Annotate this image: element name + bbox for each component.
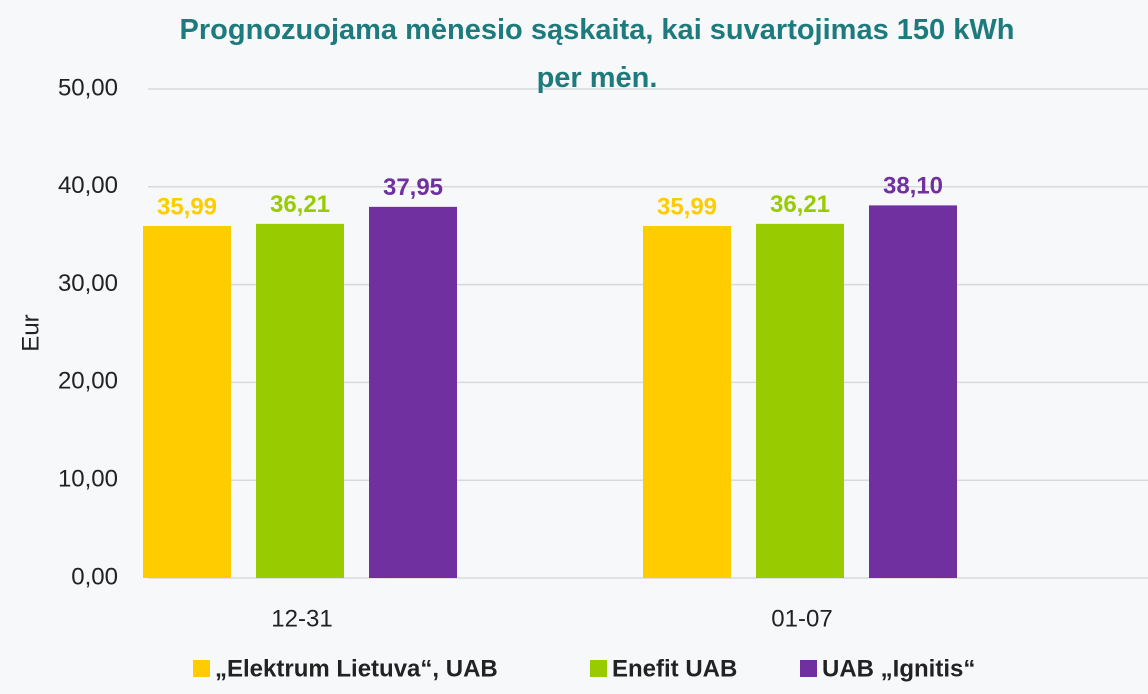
legend-label: „Elektrum Lietuva“, UAB	[215, 655, 498, 682]
y-tick-label: 20,00	[58, 368, 118, 395]
y-tick-label: 40,00	[58, 172, 118, 199]
legend-swatch	[800, 660, 817, 677]
legend-label: UAB „Ignitis“	[822, 655, 975, 682]
value-label: 36,21	[770, 191, 830, 218]
legend-swatch	[590, 660, 607, 677]
y-tick-label: 50,00	[58, 74, 118, 101]
bar	[643, 226, 731, 578]
legend-label: Enefit UAB	[612, 655, 737, 682]
y-tick-label: 30,00	[58, 270, 118, 297]
x-tick-label: 12-31	[271, 605, 332, 632]
bar	[256, 223, 344, 578]
bar	[869, 205, 957, 578]
bar	[369, 206, 457, 578]
value-label: 35,99	[157, 193, 217, 220]
value-label: 35,99	[657, 193, 717, 220]
y-tick-label: 0,00	[71, 563, 118, 590]
bar	[143, 226, 231, 578]
value-label: 37,95	[383, 174, 443, 201]
value-label: 38,10	[883, 173, 943, 200]
chart-title: Prognozuojama mėnesio sąskaita, kai suva…	[179, 14, 1015, 94]
legend-swatch	[193, 660, 210, 677]
y-axis-label: Eur	[17, 314, 44, 351]
x-tick-label: 01-07	[771, 605, 832, 632]
value-label: 36,21	[270, 191, 330, 218]
y-tick-label: 10,00	[58, 466, 118, 493]
bar	[756, 223, 844, 578]
